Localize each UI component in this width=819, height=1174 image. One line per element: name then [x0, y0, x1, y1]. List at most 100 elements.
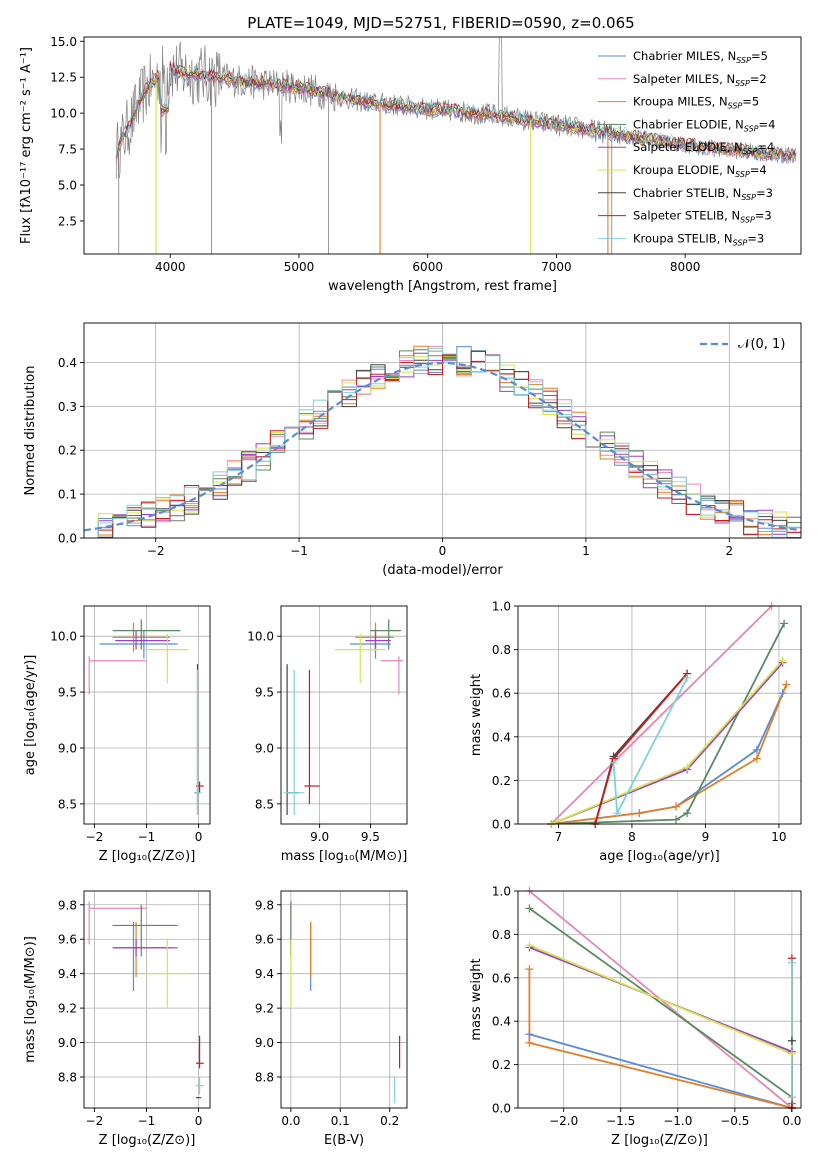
point-marker — [525, 941, 534, 950]
x-tick-label: −2 — [86, 830, 104, 844]
y-tick-label: 0.0 — [492, 818, 511, 832]
y-tick-label: 7.5 — [58, 143, 77, 157]
x-tick-label: 8 — [628, 830, 636, 844]
y-tick-label: 1.0 — [492, 600, 511, 614]
point-marker — [613, 809, 622, 818]
point-marker — [683, 673, 692, 682]
x-axis-label: Z [log₁₀(Z/Z⊙)] — [99, 1133, 196, 1148]
point-marker — [635, 809, 644, 818]
y-tick-label: 0.1 — [58, 488, 77, 502]
x-tick-label: −0.5 — [720, 1114, 749, 1128]
point-marker — [778, 689, 787, 698]
plot-area — [115, 37, 797, 254]
axes-frame — [280, 890, 408, 1109]
point-marker — [672, 802, 681, 811]
x-tick-label: 0.1 — [331, 1114, 350, 1128]
point-marker — [787, 1049, 796, 1058]
x-axis-label: (data-model)/error — [382, 563, 503, 578]
series-line-chabrier-elodie — [551, 622, 785, 824]
x-tick-label: −1 — [138, 1114, 156, 1128]
x-tick-label: 0 — [439, 544, 447, 558]
series-line-salpeter-miles — [550, 606, 773, 824]
y-tick-label: 9.5 — [255, 686, 274, 700]
axes-frame — [83, 36, 802, 255]
y-tick-label: 9.0 — [255, 741, 274, 755]
legend-entry: Chabrier MILES, NSSP=5 — [633, 49, 768, 65]
panel-weight_vs_age: 7 8 9 10 0.0 0.2 0.4 0.6 0.8 1.0 age [log₁₀(age/yr… — [469, 600, 802, 864]
y-tick-label: 10.0 — [50, 107, 77, 121]
x-axis-label: mass [log₁₀(M/M⊙)] — [281, 849, 408, 864]
y-tick-label: 2.5 — [58, 214, 77, 228]
x-tick-label: 0.0 — [782, 1114, 801, 1128]
x-tick-label: 9 — [702, 830, 710, 844]
y-tick-label: 5.0 — [58, 179, 77, 193]
plot-area — [290, 901, 401, 1103]
y-tick-label: 0.8 — [492, 928, 511, 942]
y-axis-label: mass [log₁₀(M/M⊙)] — [23, 936, 38, 1063]
panel-residuals: −2 −1 0 1 2 0.0 0.1 0.2 0.3 0.4 (data-model)/error… — [23, 322, 802, 578]
series-line-chabrier-miles — [529, 1033, 793, 1108]
x-tick-label: 5000 — [284, 260, 315, 274]
point-marker — [525, 1030, 534, 1039]
y-tick-label: 8.5 — [58, 797, 77, 811]
legend-entry: Salpeter MILES, NSSP=2 — [633, 72, 767, 88]
legend: Chabrier MILES, NSSP=5 Salpeter MILES, NS… — [598, 49, 775, 247]
y-tick-label: 9.2 — [58, 1002, 77, 1016]
y-tick-label: 9.0 — [255, 1036, 274, 1050]
y-tick-label: 10.0 — [247, 630, 274, 644]
y-tick-label: 15.0 — [50, 35, 77, 49]
panel-weight_vs_Z: −2.0 −1.5 −1.0 −0.5 0.0 0.0 0.2 0.4 0.6 0.8 1.0 Z [… — [469, 885, 802, 1148]
y-axis-label: Normed distribution — [23, 366, 38, 496]
y-tick-label: 8.8 — [255, 1071, 274, 1085]
plot-area — [284, 619, 403, 816]
x-tick-label: −1.0 — [663, 1114, 692, 1128]
y-axis-label: Flux [fλ10⁻¹⁷ erg cm⁻² s⁻¹ A⁻¹] — [19, 47, 34, 244]
y-tick-label: 8.5 — [255, 797, 274, 811]
x-tick-label: −2 — [147, 544, 165, 558]
point-marker — [752, 754, 761, 763]
y-tick-label: 0.0 — [58, 532, 77, 546]
y-tick-label: 0.4 — [58, 356, 77, 370]
y-tick-label: 0.0 — [492, 1102, 511, 1116]
chart-title: PLATE=1049, MJD=52751, FIBERID=0590, z=0… — [247, 14, 634, 32]
x-tick-label: 10 — [771, 830, 786, 844]
panel-mass_vs_ebv: 0.0 0.1 0.2 8.8 9.0 9.2 9.4 9.6 9.8 E(B-V) — [255, 890, 408, 1148]
y-tick-label: 10.0 — [50, 630, 77, 644]
x-tick-label: 2 — [725, 544, 733, 558]
axes-frame — [517, 605, 802, 825]
x-tick-label: 9.0 — [310, 830, 329, 844]
legend-entry: Kroupa MILES, NSSP=5 — [633, 95, 759, 111]
x-tick-label: 8000 — [670, 260, 701, 274]
x-tick-label: 6000 — [412, 260, 443, 274]
y-tick-label: 9.6 — [255, 933, 274, 947]
y-tick-label: 9.4 — [255, 967, 274, 981]
legend-entry: Salpeter STELIB, NSSP=3 — [633, 209, 772, 225]
y-tick-label: 8.8 — [58, 1071, 77, 1085]
point-marker — [525, 904, 534, 913]
y-tick-label: 0.6 — [492, 971, 511, 985]
model-salpeter-stelib-line — [115, 60, 796, 159]
point-marker — [787, 1036, 796, 1045]
series-line-kroupa-elodie — [529, 944, 793, 1055]
y-tick-label: 9.8 — [255, 898, 274, 912]
x-axis-label: E(B-V) — [324, 1133, 364, 1148]
y-tick-label: 0.4 — [492, 730, 511, 744]
point-marker — [787, 958, 796, 967]
y-tick-label: 9.4 — [58, 967, 77, 981]
y-tick-label: 0.2 — [58, 444, 77, 458]
y-tick-label: 0.6 — [492, 687, 511, 701]
point-marker — [525, 1038, 534, 1047]
y-axis-label: mass weight — [469, 674, 484, 756]
model-salpeter-elodie-line — [115, 63, 796, 161]
y-tick-label: 12.5 — [50, 71, 77, 85]
y-tick-label: 9.0 — [58, 1036, 77, 1050]
point-marker — [782, 680, 791, 689]
point-marker — [672, 815, 681, 824]
x-tick-label: −1.5 — [606, 1114, 635, 1128]
y-tick-label: 0.4 — [492, 1015, 511, 1029]
axes-frame — [83, 605, 211, 825]
x-tick-label: −1 — [138, 830, 156, 844]
legend-entry: 𝒩(0, 1) — [738, 337, 785, 352]
x-tick-label: 7 — [555, 830, 563, 844]
y-tick-label: 0.2 — [492, 774, 511, 788]
